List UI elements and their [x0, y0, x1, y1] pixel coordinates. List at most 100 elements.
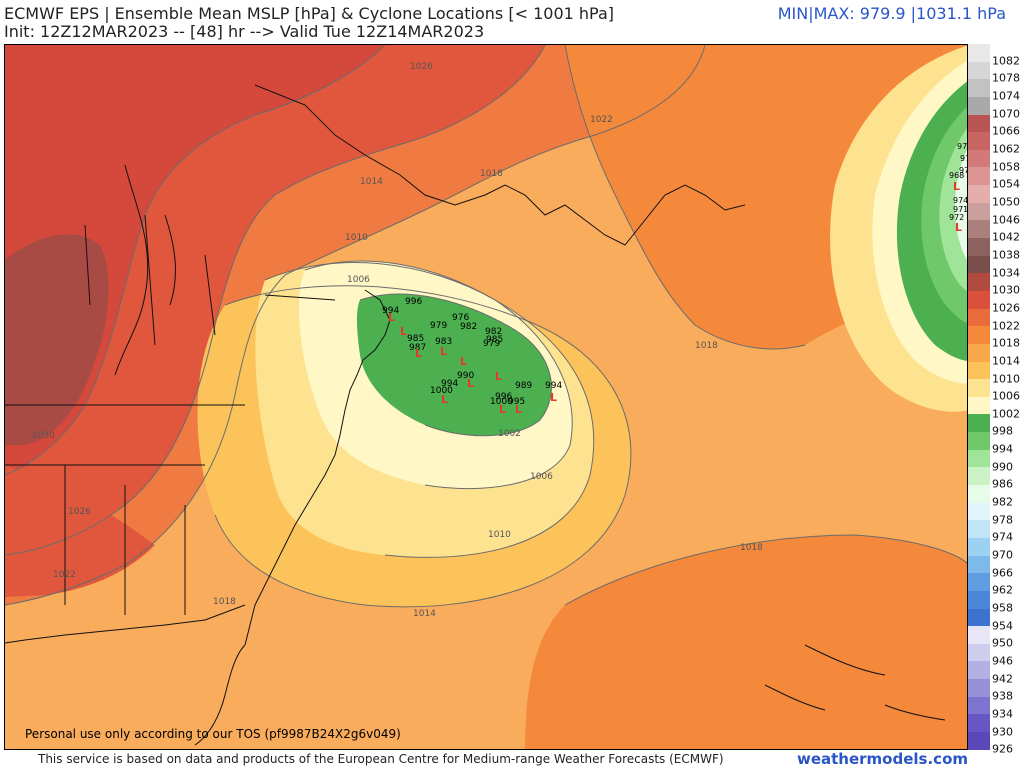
cyclone-value: 994	[545, 381, 562, 391]
colorbar-tick-label: 1070	[992, 107, 1020, 121]
cyclone-marker: L	[440, 345, 447, 358]
colorbar-tick-label: 1050	[992, 195, 1020, 209]
cyclone-value: 982	[460, 322, 477, 332]
canada-coast	[254, 84, 746, 246]
isobar-1002	[359, 293, 552, 437]
brand-link[interactable]: weathermodels.com	[796, 750, 968, 768]
isobar-label: 1022	[53, 570, 76, 580]
isobar-1006	[304, 260, 573, 490]
colorbar-swatch	[968, 290, 990, 309]
cyclone-value: 989	[515, 381, 532, 391]
colorbar-swatch	[968, 590, 990, 609]
colorbar-swatch	[968, 114, 990, 133]
isobar-label: 1014	[413, 609, 436, 619]
cyclone-marker: L	[388, 311, 395, 324]
pressure-field-1026-south	[5, 465, 155, 597]
colorbar-swatch	[968, 96, 990, 115]
colorbar-swatch	[968, 502, 990, 521]
isobar-label: 1026	[410, 62, 433, 72]
cyclone-values: 996 994 976 982 985 987 979 983 990 994 …	[382, 297, 562, 407]
cyclone-marker: L	[460, 355, 467, 368]
colorbar-tick-label: 1018	[992, 336, 1020, 350]
colorbar-swatch	[968, 714, 990, 732]
colorbar-tick-label: 958	[992, 601, 1013, 615]
colorbar-swatch	[968, 44, 990, 62]
cyclone-value: 974	[957, 142, 968, 151]
colorbar-tick-label: 994	[992, 442, 1013, 456]
colorbar-tick-label: 966	[992, 566, 1013, 580]
colorbar-swatch	[968, 414, 990, 433]
colorbar-swatch	[968, 696, 990, 715]
lake-michigan	[114, 164, 149, 376]
gulf-coast	[5, 604, 246, 644]
colorbar-tick-label: 950	[992, 636, 1013, 650]
colorbar-swatch	[968, 485, 990, 503]
colorbar-swatch	[968, 573, 990, 591]
isobar-lines	[5, 45, 967, 608]
isobar-label: 1018	[213, 597, 236, 607]
colorbar-tick-label: 1034	[992, 266, 1020, 280]
colorbar-tick-label: 946	[992, 654, 1013, 668]
colorbar-tick-label: 930	[992, 725, 1013, 739]
colorbar-tick-label: 1026	[992, 301, 1020, 315]
colorbar-tick-label: 1066	[992, 124, 1020, 138]
colorbar-swatch	[968, 361, 990, 380]
cyclone-value: 970	[960, 154, 968, 163]
colorbar-swatch	[968, 61, 990, 80]
colorbar-tick-label: 926	[992, 742, 1013, 756]
colorbar-tick-label: 970	[992, 548, 1013, 562]
colorbar-swatch	[968, 202, 990, 221]
cyclone-value: 968	[949, 171, 964, 180]
cyclone-value: 972	[949, 213, 964, 222]
colorbar-swatch	[968, 273, 990, 291]
colorbar-tick-label: 1038	[992, 248, 1020, 262]
colorbar-tick-label: 1010	[992, 372, 1020, 386]
pressure-field-1030	[5, 45, 385, 475]
colorbar	[968, 44, 990, 750]
pressure-field-1002	[356, 294, 552, 436]
colorbar-swatch	[968, 132, 990, 150]
isobar-label: 1014	[360, 177, 383, 187]
colorbar-tick-label: 1062	[992, 142, 1020, 156]
colorbar-labels: 1082 1078 1074 1070 1066 1062 1058 1054 1050 1046…	[990, 44, 1024, 755]
pressure-field-1034	[5, 234, 109, 445]
isobar-label: 1022	[590, 115, 613, 125]
colorbar-tick-label: 942	[992, 672, 1013, 686]
isobar-1018-south	[564, 534, 967, 606]
cyclone-value: 979	[430, 321, 447, 331]
east-cyclone-markers: L L	[953, 180, 962, 234]
cyclone-marker: L	[467, 377, 474, 390]
colorbar-tick-label: 1054	[992, 177, 1020, 191]
colorbar-swatch	[968, 149, 990, 168]
colorbar-swatch	[968, 396, 990, 415]
isobar-1022	[5, 45, 706, 606]
cyclone-marker: L	[499, 403, 506, 416]
isobar-label: 1018	[740, 543, 763, 553]
isobar-label: 1026	[68, 507, 91, 517]
colorbar-tick-label: 1014	[992, 354, 1020, 368]
colorbar-tick-label: 1042	[992, 230, 1020, 244]
colorbar-tick-label: 986	[992, 477, 1013, 491]
colorbar-swatch	[968, 520, 990, 538]
isobar-label: 1010	[345, 233, 368, 243]
cyclone-value: 995	[508, 397, 525, 407]
cyclone-marker: L	[955, 221, 962, 234]
colorbar-tick-label: 934	[992, 707, 1013, 721]
colorbar-tick-label: 998	[992, 424, 1013, 438]
colorbar-swatch	[968, 432, 990, 450]
isobar-label: 1030	[32, 431, 55, 441]
cyclone-marker: L	[495, 370, 502, 383]
cyclone-value: 994	[382, 306, 399, 316]
isobar-label: 1006	[347, 275, 370, 285]
isobar-1010	[264, 262, 595, 558]
cyclone-marker: L	[515, 403, 522, 416]
cyclone-value: 983	[435, 337, 452, 347]
colorbar-tick-label: 1074	[992, 89, 1020, 103]
colorbar-tick-label: 1078	[992, 71, 1020, 85]
colorbar-tick-label: 1082	[992, 54, 1020, 68]
lake-huron	[164, 214, 176, 306]
colorbar-tick-label: 978	[992, 513, 1013, 527]
colorbar-tick-label: 1022	[992, 319, 1020, 333]
colorbar-tick-label: 1030	[992, 283, 1020, 297]
colorbar-swatch	[968, 343, 990, 362]
